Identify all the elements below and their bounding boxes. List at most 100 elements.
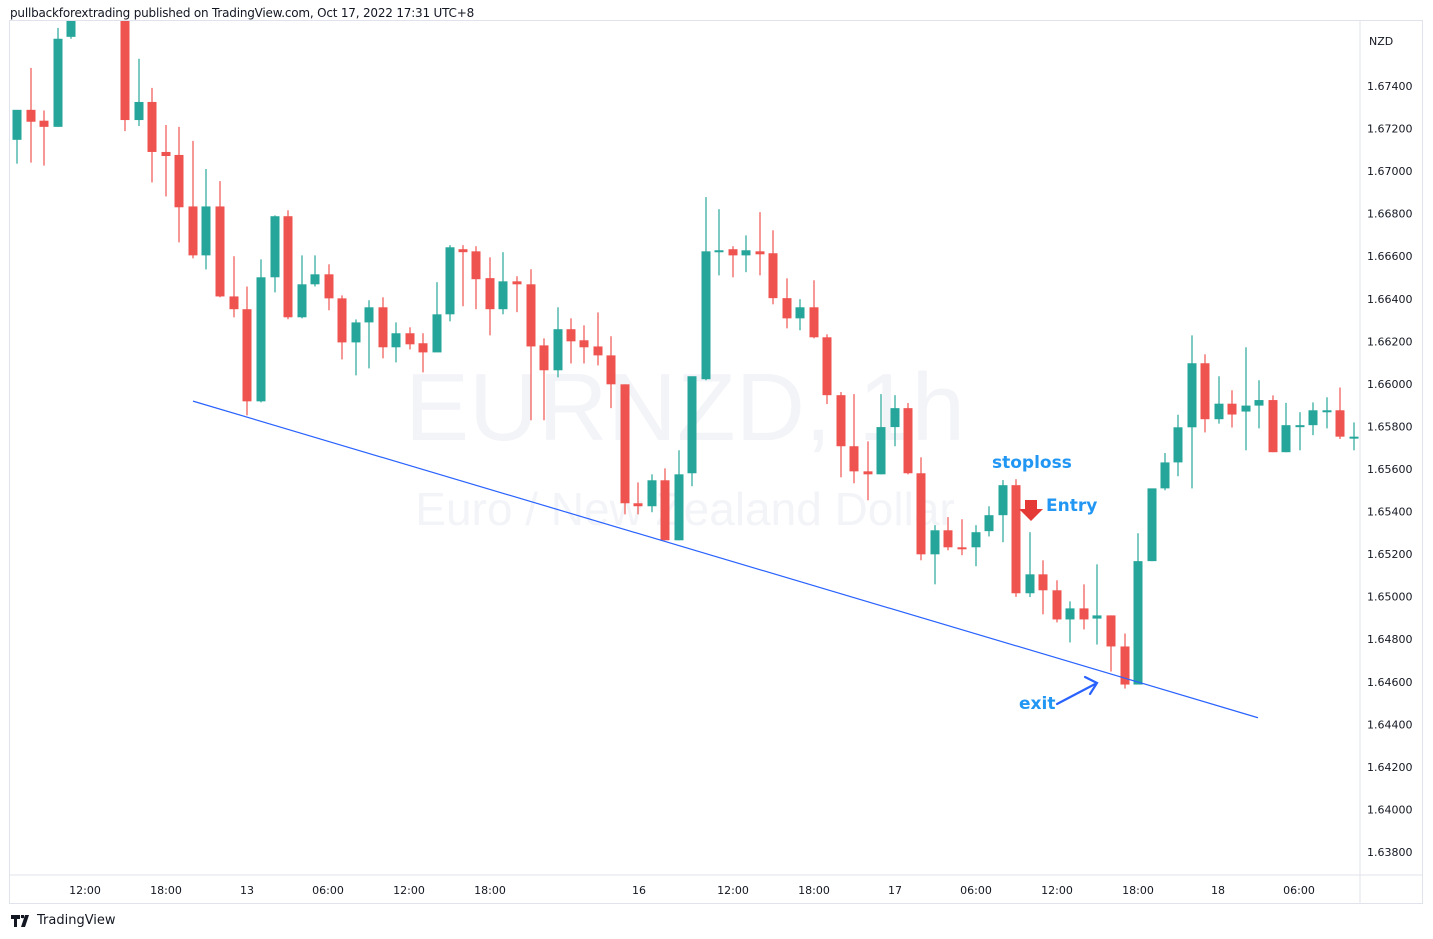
candle[interactable] xyxy=(471,246,481,310)
candle[interactable] xyxy=(391,322,401,363)
candle[interactable] xyxy=(768,230,778,305)
candle[interactable] xyxy=(1349,422,1359,451)
candle[interactable] xyxy=(1106,615,1116,672)
candle[interactable] xyxy=(405,327,415,350)
candle[interactable] xyxy=(201,168,211,270)
candle[interactable] xyxy=(714,209,724,276)
candle[interactable] xyxy=(971,525,981,567)
candle[interactable] xyxy=(1254,380,1264,429)
candle[interactable] xyxy=(795,299,805,331)
candle[interactable] xyxy=(445,245,455,322)
candle[interactable] xyxy=(242,286,252,416)
candle[interactable] xyxy=(283,210,293,320)
candle[interactable] xyxy=(593,312,603,366)
trendline[interactable] xyxy=(192,400,1259,719)
candle[interactable] xyxy=(378,297,388,359)
candle[interactable] xyxy=(161,124,171,197)
candle[interactable] xyxy=(660,468,670,541)
candle[interactable] xyxy=(998,480,1008,543)
candle[interactable] xyxy=(836,391,846,478)
candle[interactable] xyxy=(539,338,549,421)
candle[interactable] xyxy=(147,87,157,183)
candle[interactable] xyxy=(26,67,36,163)
candle[interactable] xyxy=(890,395,900,447)
candle[interactable] xyxy=(120,16,130,132)
candle[interactable] xyxy=(1133,533,1143,685)
candle[interactable] xyxy=(418,333,428,373)
candle[interactable] xyxy=(12,109,22,164)
candle[interactable] xyxy=(498,252,508,315)
candle[interactable] xyxy=(1335,387,1345,440)
candle[interactable] xyxy=(1011,479,1021,597)
candle[interactable] xyxy=(1079,584,1089,630)
candle[interactable] xyxy=(674,450,684,541)
candle[interactable] xyxy=(633,482,643,515)
candle[interactable] xyxy=(1147,488,1157,562)
candle[interactable] xyxy=(930,525,940,585)
candle[interactable] xyxy=(1187,335,1197,489)
candle[interactable] xyxy=(1065,601,1075,643)
candle[interactable] xyxy=(1322,397,1332,429)
candle[interactable] xyxy=(943,517,953,551)
candle[interactable] xyxy=(755,212,765,276)
candle[interactable] xyxy=(1120,633,1130,689)
candle[interactable] xyxy=(458,245,468,307)
candle[interactable] xyxy=(229,256,239,318)
candle[interactable] xyxy=(822,334,832,405)
candle[interactable] xyxy=(809,280,819,339)
candle[interactable] xyxy=(364,300,374,369)
candle[interactable] xyxy=(1281,402,1291,453)
candle[interactable] xyxy=(903,403,913,475)
price-axis[interactable]: NZD 1.67400 1.67200 1.67000 1.66800 1.66600 1.… xyxy=(1367,35,1413,859)
candle[interactable] xyxy=(256,259,266,403)
candle[interactable] xyxy=(39,110,49,166)
candle[interactable] xyxy=(1268,395,1278,453)
candle[interactable] xyxy=(553,307,563,378)
candle[interactable] xyxy=(957,519,967,556)
candle[interactable] xyxy=(620,384,630,515)
candle[interactable] xyxy=(270,215,280,293)
candle[interactable] xyxy=(1295,412,1305,451)
candle[interactable] xyxy=(984,506,994,537)
candle[interactable] xyxy=(134,58,144,127)
candle[interactable] xyxy=(432,282,442,353)
candle[interactable] xyxy=(863,441,873,501)
candle[interactable] xyxy=(579,325,589,364)
candle[interactable] xyxy=(1241,347,1251,451)
candle[interactable] xyxy=(351,319,361,376)
candle[interactable] xyxy=(606,336,616,409)
candle[interactable] xyxy=(1160,453,1170,491)
candle[interactable] xyxy=(66,16,76,39)
candle[interactable] xyxy=(174,126,184,243)
candle[interactable] xyxy=(647,474,657,513)
candle[interactable] xyxy=(728,246,738,278)
candle[interactable] xyxy=(1052,580,1062,623)
candle[interactable] xyxy=(1173,414,1183,477)
candle[interactable] xyxy=(297,255,307,319)
candle[interactable] xyxy=(485,257,495,336)
candle[interactable] xyxy=(741,235,751,273)
candle[interactable] xyxy=(53,27,63,127)
time-axis[interactable]: 12:00 18:00 13 06:00 12:00 18:00 16 12:00 18:00 1… xyxy=(69,884,1315,897)
candle[interactable] xyxy=(916,457,926,561)
candle[interactable] xyxy=(188,140,198,259)
candle[interactable] xyxy=(526,269,536,421)
candle[interactable] xyxy=(324,264,334,311)
candle[interactable] xyxy=(337,295,347,360)
candle[interactable] xyxy=(782,278,792,329)
candle[interactable] xyxy=(876,394,886,475)
candle[interactable] xyxy=(687,376,697,487)
candle[interactable] xyxy=(566,318,576,364)
candle[interactable] xyxy=(849,394,859,484)
candle[interactable] xyxy=(512,276,522,313)
candle[interactable] xyxy=(1038,560,1048,615)
candle[interactable] xyxy=(1308,402,1318,436)
candle[interactable] xyxy=(701,197,711,381)
support-trendline[interactable] xyxy=(192,400,1259,719)
candle[interactable] xyxy=(1200,354,1210,433)
candle[interactable] xyxy=(1214,376,1224,424)
candle[interactable] xyxy=(1227,390,1237,428)
candle[interactable] xyxy=(215,181,225,298)
candle[interactable] xyxy=(1025,532,1035,598)
